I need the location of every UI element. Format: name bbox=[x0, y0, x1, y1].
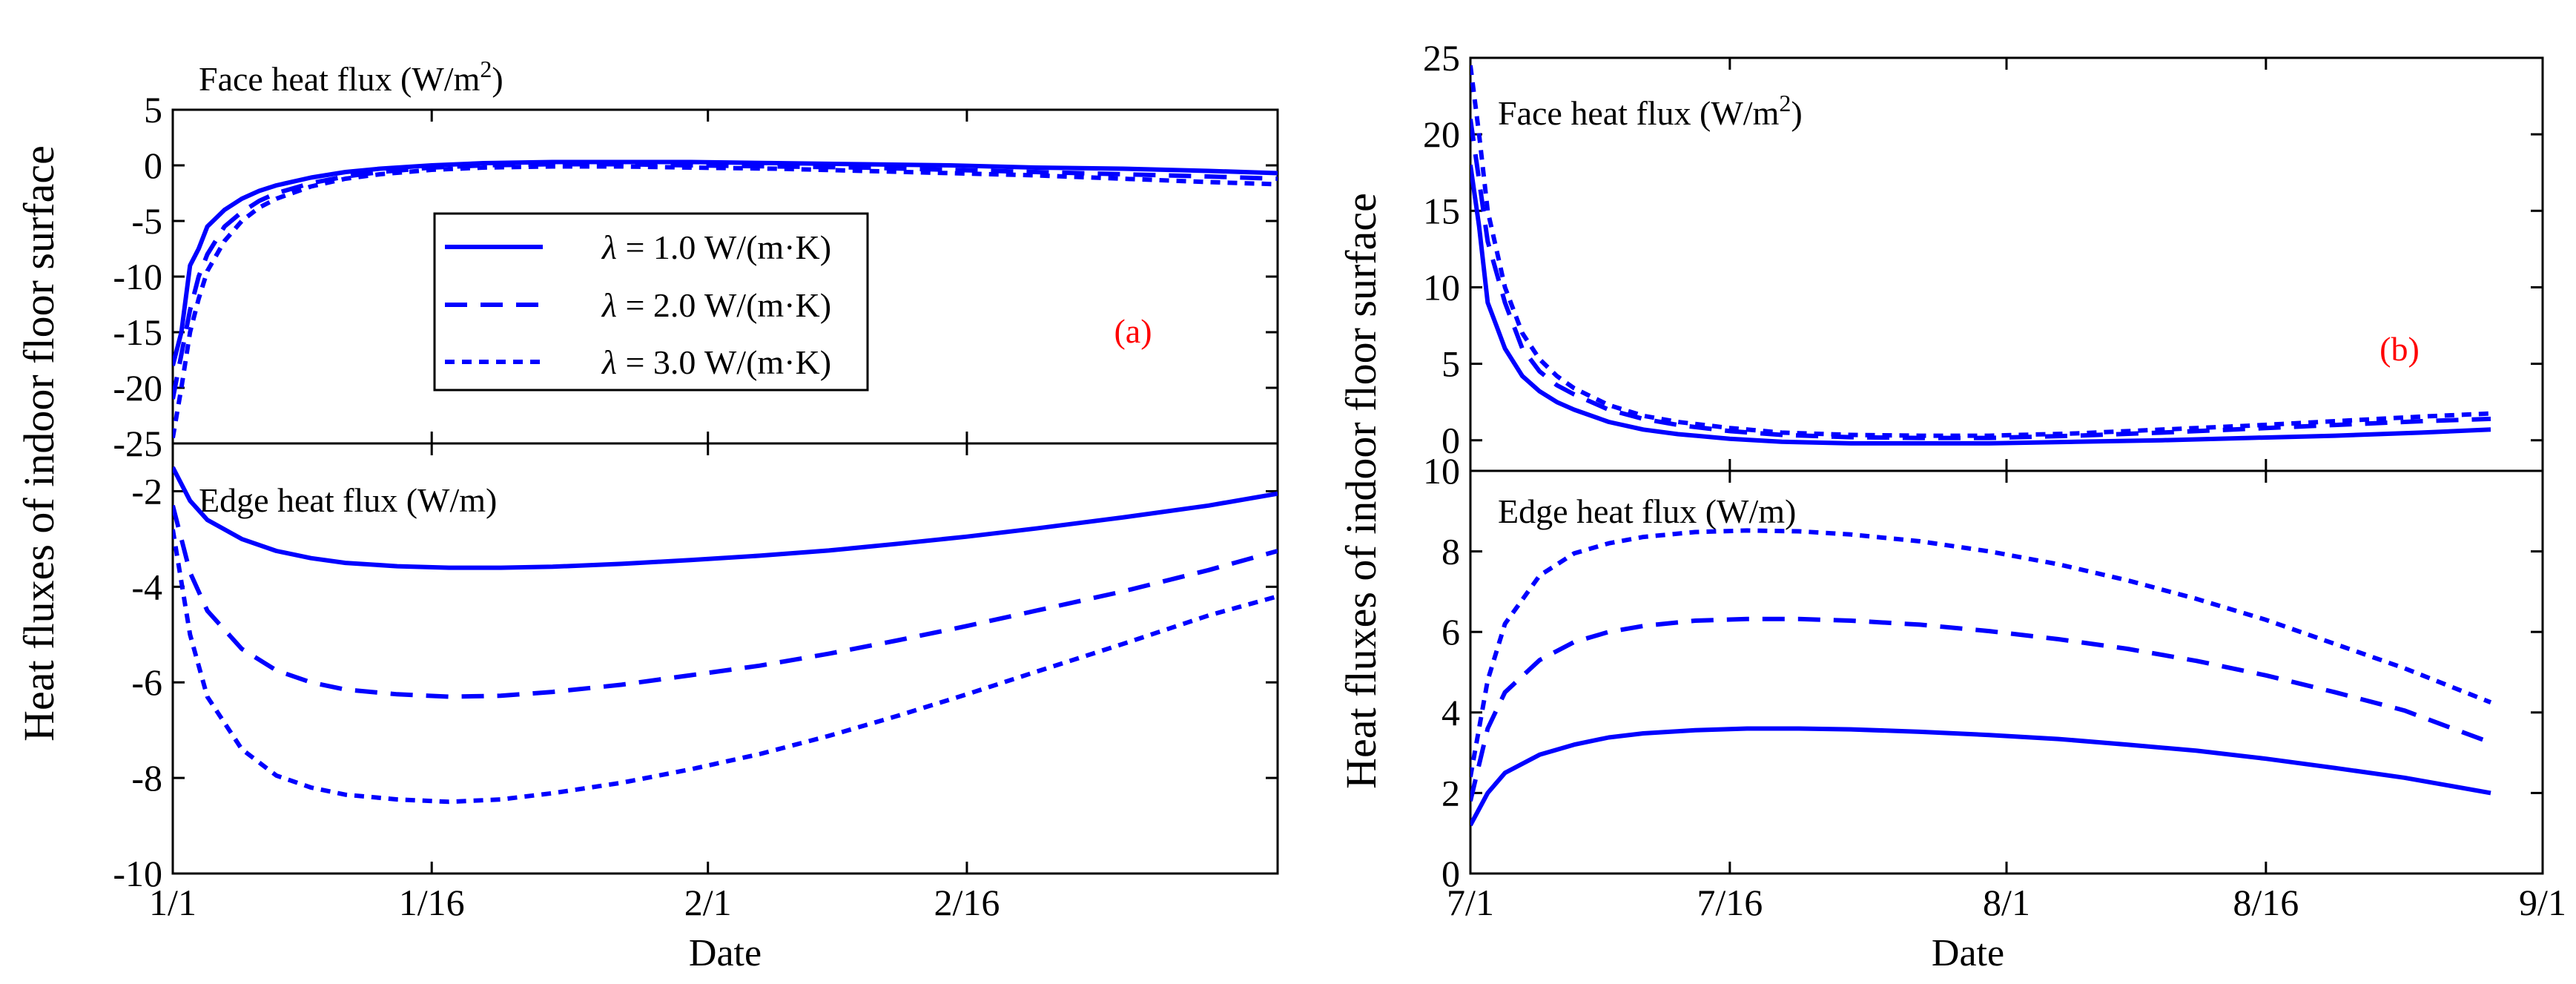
subplot-title: Edge heat flux (W/m) bbox=[199, 481, 497, 519]
series-line-dashed bbox=[1470, 119, 2491, 440]
subplot-title-end: ) bbox=[1791, 94, 1802, 132]
series-line-dashed bbox=[1470, 616, 2492, 802]
series-line-dotted bbox=[1470, 65, 2491, 438]
x-tick-label: 2/16 bbox=[934, 882, 1000, 923]
x-tick-label: 1/16 bbox=[399, 882, 465, 923]
panel-a-x-axis-label: Date bbox=[689, 932, 762, 974]
plot-frame bbox=[171, 442, 1279, 875]
x-tick-label: 1/1 bbox=[149, 882, 196, 923]
legend-entry-3: λ = 3.0 W/(m·K) bbox=[601, 343, 831, 381]
panel-b-x-axis-label: Date bbox=[1932, 932, 2004, 974]
x-tick-label: 8/1 bbox=[1983, 882, 2030, 923]
legend-entry-3-text: = 3.0 W/(m·K) bbox=[617, 343, 831, 381]
subplot-title-main: Edge heat flux (W/m) bbox=[199, 481, 497, 519]
x-tick-label: 8/16 bbox=[2233, 882, 2299, 923]
y-tick-label: -4 bbox=[131, 566, 162, 607]
y-axis-label-left: Heat fluxes of indoor floor surface bbox=[15, 145, 63, 742]
y-tick-label: -15 bbox=[113, 311, 162, 353]
subplot-title-main: Face heat flux (W/m bbox=[199, 60, 480, 98]
subplot-title-end: ) bbox=[492, 60, 503, 98]
panel-a: 5 0 -5 -10 -15 -20 -25 Face heat flux (W/m2) -2… bbox=[113, 56, 1279, 974]
y-tick-label: -8 bbox=[131, 757, 162, 799]
plot-a-edge-heat-flux: -2 -4 -6 -8 -101/1 1/16 2/1 2/16 Edge heat flux … bbox=[113, 442, 1279, 923]
legend-entry-2-text: = 2.0 W/(m·K) bbox=[617, 286, 831, 324]
y-tick-label: 0 bbox=[1441, 853, 1460, 894]
y-tick-label: -2 bbox=[131, 470, 162, 512]
y-tick-label: 10 bbox=[1423, 450, 1460, 492]
plot-a-face-heat-flux: 5 0 -5 -10 -15 -20 -25 Face heat flux (W/m2) bbox=[113, 56, 1279, 464]
x-tick-label: 2/1 bbox=[684, 882, 732, 923]
subplot-title-main: Face heat flux (W/m bbox=[1498, 94, 1780, 132]
y-axis-label-right: Heat fluxes of indoor floor surface bbox=[1337, 193, 1385, 789]
y-tick-label: 25 bbox=[1423, 37, 1460, 79]
legend-box bbox=[433, 212, 869, 392]
legend-entry-1-symbol: λ bbox=[601, 228, 617, 266]
series-line-dotted bbox=[1470, 528, 2492, 778]
y-tick-label: -20 bbox=[113, 367, 162, 409]
legend: λ = 1.0 W/(m·K) λ = 2.0 W/(m·K) λ = 3.0 … bbox=[433, 212, 869, 392]
x-tick-label: 7/16 bbox=[1697, 882, 1763, 923]
series-line-dotted bbox=[173, 164, 1278, 439]
series-line-dashed bbox=[173, 505, 1278, 699]
legend-entry-3-symbol: λ bbox=[601, 343, 617, 381]
panel-b-tag: (b) bbox=[2380, 330, 2420, 368]
subplot-title-sup: 2 bbox=[1779, 90, 1791, 116]
y-tick-label: -5 bbox=[131, 200, 162, 242]
series-line-solid bbox=[173, 159, 1278, 366]
series-line-solid bbox=[1470, 726, 2491, 827]
y-tick-label: 0 bbox=[144, 145, 162, 186]
panel-a-tag: (a) bbox=[1114, 312, 1152, 350]
series-line-solid bbox=[1470, 164, 2491, 446]
y-tick-label: 5 bbox=[144, 89, 162, 131]
legend-entry-2: λ = 2.0 W/(m·K) bbox=[601, 286, 831, 324]
subplot-title: Face heat flux (W/m2) bbox=[199, 56, 503, 98]
subplot-title-sup: 2 bbox=[480, 56, 492, 82]
series-line-dashed bbox=[173, 162, 1278, 400]
y-tick-label: 8 bbox=[1441, 531, 1460, 572]
series-line-dotted bbox=[173, 529, 1278, 805]
plot-b-edge-heat-flux: 10 8 6 4 2 07/1 7/16 8/1 8/16 9/1 Edge heat flux (… bbox=[1423, 450, 2566, 923]
subplot-title: Edge heat flux (W/m) bbox=[1498, 492, 1796, 530]
y-tick-label: 6 bbox=[1441, 611, 1460, 653]
x-tick-label: 7/1 bbox=[1447, 882, 1494, 923]
legend-entry-1: λ = 1.0 W/(m·K) bbox=[601, 228, 831, 266]
y-tick-label: 20 bbox=[1423, 113, 1460, 155]
plot-b-face-heat-flux: 25 20 15 10 5 0 Face heat flux (W/m2) bbox=[1423, 37, 2544, 472]
y-tick-label: -6 bbox=[131, 661, 162, 703]
x-tick-label: 9/1 bbox=[2519, 882, 2566, 923]
plot-frame bbox=[1469, 469, 2544, 875]
y-tick-label: 4 bbox=[1441, 692, 1460, 733]
legend-entry-2-symbol: λ bbox=[601, 286, 617, 324]
y-tick-label: -10 bbox=[113, 256, 162, 297]
y-tick-label: 0 bbox=[1441, 420, 1460, 461]
subplot-title-main: Edge heat flux (W/m) bbox=[1498, 492, 1796, 530]
y-tick-label: 2 bbox=[1441, 772, 1460, 813]
y-tick-label: -10 bbox=[113, 853, 162, 894]
y-tick-label: 5 bbox=[1441, 343, 1460, 385]
subplot-title: Face heat flux (W/m2) bbox=[1498, 90, 1803, 132]
legend-entry-1-text: = 1.0 W/(m·K) bbox=[617, 228, 831, 266]
y-tick-label: -25 bbox=[113, 423, 162, 464]
y-tick-label: 15 bbox=[1423, 190, 1460, 231]
series-line-solid bbox=[173, 466, 1278, 570]
y-tick-label: 10 bbox=[1423, 266, 1460, 308]
